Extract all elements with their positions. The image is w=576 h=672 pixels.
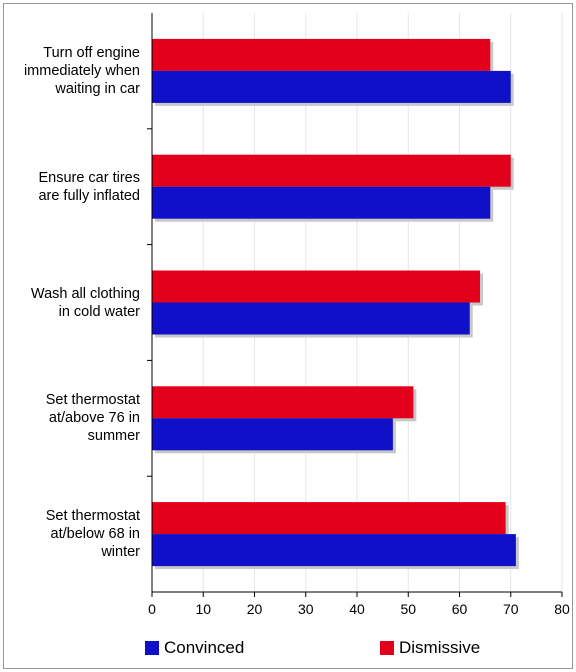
bar-convinced bbox=[152, 418, 393, 451]
bar-convinced bbox=[152, 186, 491, 219]
x-tick-label: 20 bbox=[247, 601, 263, 617]
x-tick-label: 80 bbox=[554, 601, 570, 617]
bar-dismissive bbox=[152, 38, 491, 71]
category-label: Turn off engine immediately when waiting i… bbox=[23, 44, 140, 97]
legend-label-dismissive: Dismissive bbox=[399, 638, 481, 657]
legend-item-convinced: Convinced bbox=[145, 636, 244, 660]
legend-swatch-convinced bbox=[145, 641, 159, 655]
category-label: Wash all clothing in cold water bbox=[30, 285, 140, 320]
bar-convinced bbox=[152, 70, 511, 103]
bar-convinced bbox=[152, 534, 516, 567]
legend-swatch-dismissive bbox=[380, 641, 394, 655]
bar-dismissive bbox=[152, 154, 511, 187]
axes bbox=[147, 13, 563, 597]
x-tick-label: 30 bbox=[298, 601, 314, 617]
bar-convinced bbox=[152, 302, 470, 335]
bar-dismissive bbox=[152, 386, 414, 419]
legend-label-convinced: Convinced bbox=[164, 638, 245, 657]
legend-item-dismissive: Dismissive bbox=[380, 636, 480, 660]
bar-dismissive bbox=[152, 502, 506, 535]
category-label: Set thermostat at/above 76 in summer bbox=[45, 392, 140, 445]
x-tick-label: 50 bbox=[400, 601, 416, 617]
x-tick-label: 70 bbox=[503, 601, 519, 617]
x-tick-labels: 0 10 20 30 40 50 60 70 80 bbox=[148, 601, 570, 617]
x-tick-label: 60 bbox=[452, 601, 468, 617]
x-tick-label: 40 bbox=[349, 601, 365, 617]
x-tick-label: 0 bbox=[148, 601, 156, 617]
bar-dismissive bbox=[152, 270, 480, 303]
bars bbox=[152, 38, 519, 570]
x-tick-label: 10 bbox=[195, 601, 211, 617]
category-label: Set thermostat at/below 68 in winter bbox=[45, 508, 140, 561]
legend: Convinced Dismissive bbox=[0, 636, 576, 660]
category-label: Ensure car tires are fully inflated bbox=[38, 169, 140, 204]
